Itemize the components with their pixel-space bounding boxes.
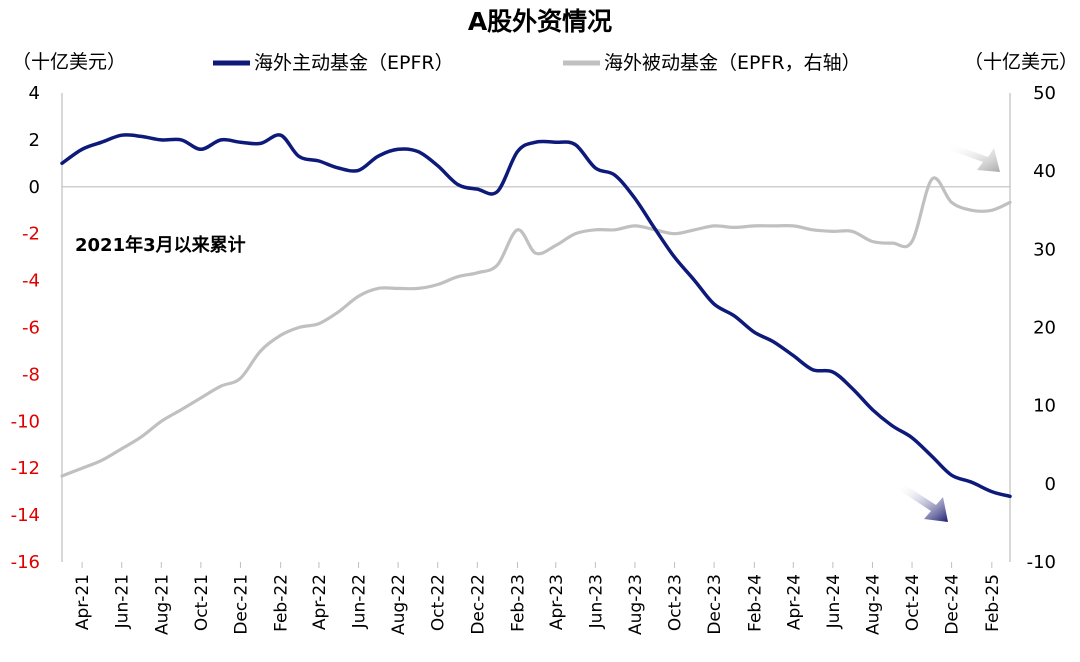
- x-tick-label: Apr-21: [73, 574, 93, 630]
- x-tick-label: Feb-24: [745, 574, 765, 632]
- x-tick-label: Jun-21: [113, 574, 133, 629]
- x-tick-label: Apr-22: [310, 574, 330, 630]
- blue-trend-arrow-icon: [899, 485, 948, 522]
- x-tick-label: Apr-23: [547, 574, 567, 630]
- x-tick-label: Jun-22: [350, 574, 370, 629]
- right-tick-label: 20: [1033, 318, 1056, 339]
- left-tick-label: -8: [22, 364, 40, 385]
- right-tick-label: 30: [1033, 239, 1056, 260]
- chart-title: A股外资情况: [468, 7, 612, 36]
- axes: 420-2-4-6-8-10-12-14-1650403020100-10Apr…: [11, 83, 1056, 635]
- series-line-active-funds: [60, 133, 1012, 499]
- x-tick-label: Dec-24: [943, 574, 963, 635]
- left-axis-unit: （十亿美元）: [12, 51, 126, 73]
- left-tick-label: -6: [22, 318, 40, 339]
- x-tick-label: Oct-22: [429, 574, 449, 631]
- x-tick-label: Feb-25: [983, 574, 1003, 632]
- right-tick-label: 0: [1045, 474, 1056, 495]
- left-tick-label: 4: [29, 83, 40, 104]
- x-tick-label: Aug-24: [863, 574, 883, 635]
- left-tick-label: 0: [29, 177, 40, 198]
- left-tick-label: -10: [11, 411, 40, 432]
- left-tick-label: -14: [11, 505, 40, 526]
- right-tick-label: 50: [1033, 83, 1056, 104]
- x-tick-label: Feb-22: [272, 574, 292, 632]
- x-tick-label: Oct-21: [192, 574, 212, 631]
- right-axis-unit: （十亿美元）: [964, 51, 1078, 73]
- x-tick-label: Dec-23: [705, 574, 725, 635]
- right-tick-label: 40: [1033, 161, 1056, 182]
- x-tick-label: Dec-22: [468, 574, 488, 635]
- left-tick-label: 2: [29, 130, 40, 151]
- x-tick-label: Oct-24: [903, 574, 923, 631]
- x-tick-label: Jun-24: [824, 574, 844, 629]
- x-tick-label: Dec-21: [231, 574, 251, 635]
- right-tick-label: 10: [1033, 396, 1056, 417]
- x-tick-label: Aug-21: [152, 574, 172, 635]
- legend-label-active: 海外主动基金（EPFR）: [254, 52, 454, 74]
- x-tick-label: Apr-24: [784, 574, 804, 630]
- legend-label-passive: 海外被动基金（EPFR，右轴）: [604, 52, 861, 74]
- x-tick-label: Feb-23: [509, 574, 529, 632]
- x-tick-label: Jun-23: [586, 574, 606, 629]
- legend: 海外主动基金（EPFR） 海外被动基金（EPFR，右轴）: [213, 52, 861, 74]
- gray-trend-arrow-icon: [947, 144, 1000, 172]
- x-tick-label: Aug-23: [626, 574, 646, 635]
- series-line-passive-funds: [60, 176, 1012, 478]
- series-layer: [60, 133, 1012, 499]
- left-tick-label: -2: [22, 224, 40, 245]
- left-tick-label: -16: [11, 552, 40, 573]
- x-tick-label: Oct-23: [666, 574, 686, 631]
- x-tick-label: Aug-22: [389, 574, 409, 635]
- annotation-cumulative: 2021年3月以来累计: [75, 234, 246, 256]
- left-tick-label: -12: [11, 458, 40, 479]
- left-tick-label: -4: [22, 271, 40, 292]
- right-tick-label: -10: [1027, 552, 1056, 573]
